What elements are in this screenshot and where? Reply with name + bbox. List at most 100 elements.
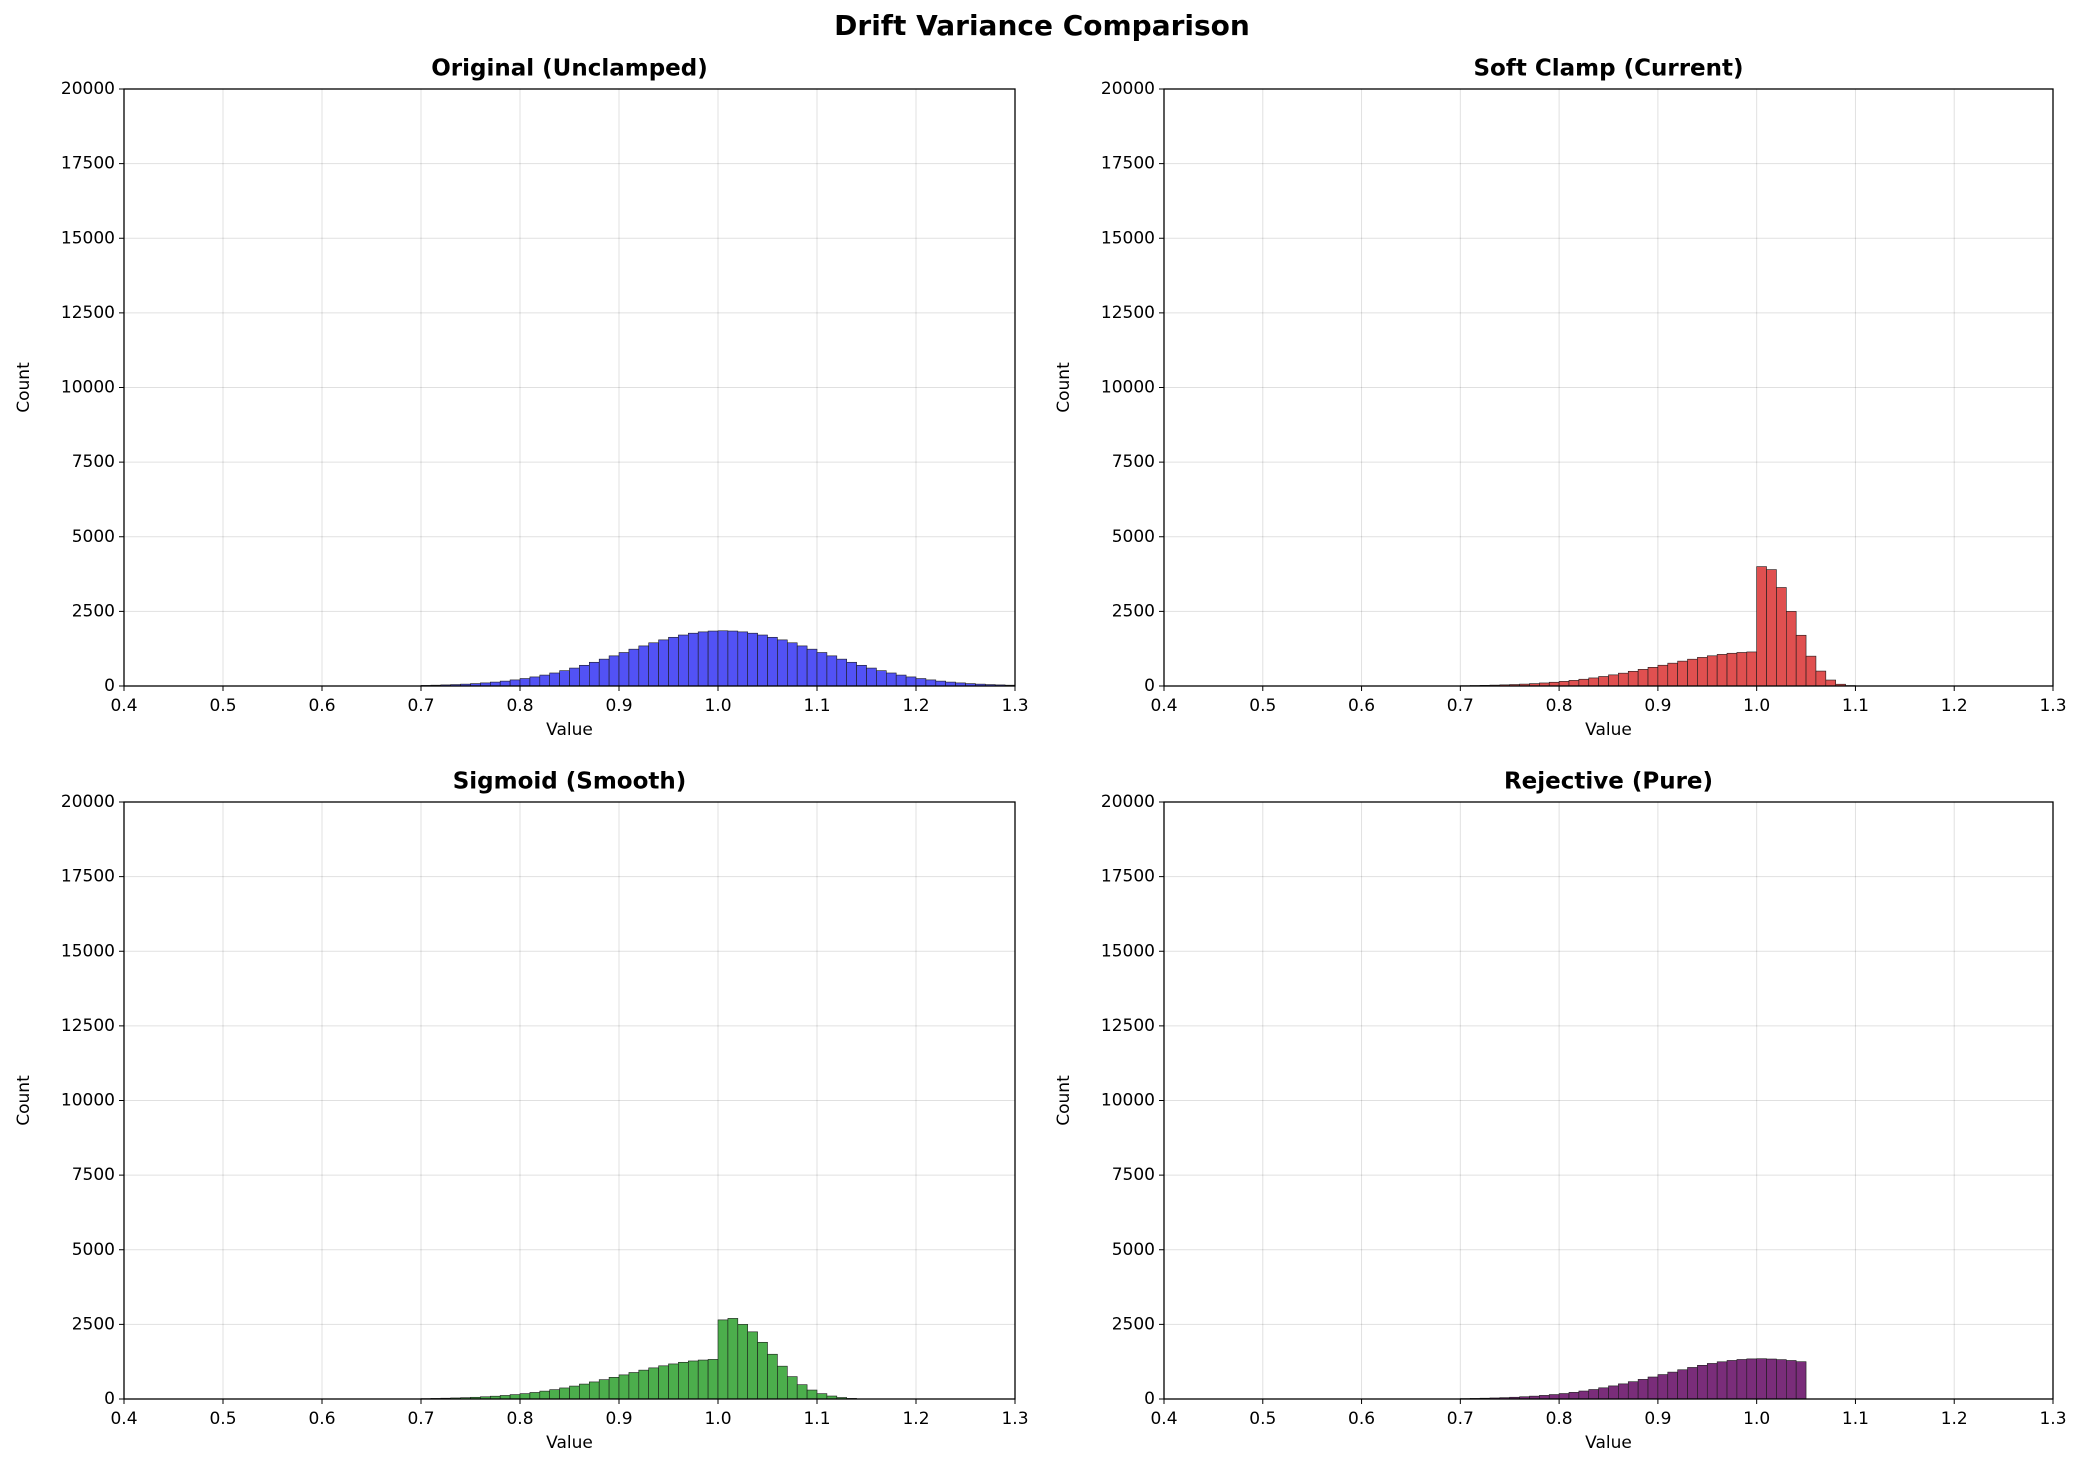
bar <box>826 655 838 687</box>
bar <box>588 1381 600 1400</box>
bar <box>876 670 887 687</box>
x-tick-label: 1.1 <box>1842 696 1869 716</box>
bar <box>549 672 560 687</box>
bar <box>519 678 531 687</box>
bar <box>786 642 798 687</box>
x-tick-label: 0.8 <box>506 696 533 716</box>
bar <box>1548 1394 1560 1400</box>
bar <box>1657 1374 1669 1400</box>
bar <box>767 636 778 687</box>
bar <box>1568 680 1580 687</box>
bar <box>727 1318 739 1400</box>
subplot: 0.4 0.5 0.6 0.7 0.8 0.9 1.0 1.1 1.2 1.3 0 2500 5000 7… <box>14 56 1029 741</box>
bar <box>1736 652 1748 687</box>
x-axis-label: Value <box>546 1433 593 1453</box>
bar <box>707 630 719 687</box>
bar <box>1618 672 1629 687</box>
bar <box>539 1390 550 1400</box>
bar <box>697 1359 709 1400</box>
bar <box>836 658 847 687</box>
bar <box>1716 654 1728 687</box>
bar <box>1805 655 1817 687</box>
bar <box>569 667 580 687</box>
bar <box>1687 658 1698 687</box>
y-tick-label: 5000 <box>1112 527 1155 547</box>
bar <box>1825 679 1836 687</box>
bar <box>658 1365 669 1400</box>
bar <box>628 1372 640 1400</box>
bar <box>1677 660 1688 687</box>
axes-frame <box>123 801 1016 1400</box>
bar <box>539 674 550 687</box>
bar <box>579 664 590 687</box>
bar <box>796 1384 808 1400</box>
x-tick-label: 1.1 <box>803 1409 830 1429</box>
plot-area <box>124 802 1015 1399</box>
bar <box>1687 1367 1698 1400</box>
bar <box>1766 569 1777 687</box>
y-tick-label: 0 <box>104 676 115 696</box>
subplot: 0.4 0.5 0.6 0.7 0.8 0.9 1.0 1.1 1.2 1.3 0 2500 5000 7… <box>1054 769 2067 1454</box>
bar <box>1776 1359 1787 1400</box>
y-tick-label: 2500 <box>72 1314 115 1334</box>
x-tick-label: 0.8 <box>506 1409 533 1429</box>
y-tick-label: 20000 <box>61 79 115 99</box>
bar <box>638 1369 649 1400</box>
y-tick-label: 5000 <box>72 527 115 547</box>
bar <box>519 1393 531 1400</box>
bar <box>608 1376 620 1400</box>
x-tick-label: 0.6 <box>308 1409 335 1429</box>
bar <box>786 1376 798 1400</box>
bar <box>559 670 570 687</box>
y-axis-label: Count <box>14 1075 34 1126</box>
y-tick-label: 2500 <box>72 601 115 621</box>
bar <box>618 1374 630 1400</box>
bar <box>1677 1369 1688 1400</box>
bar <box>856 664 867 687</box>
y-tick-label: 15000 <box>61 228 115 248</box>
axes-frame <box>1163 88 2054 687</box>
y-tick-label: 17500 <box>1101 154 1155 174</box>
x-tick-label: 1.2 <box>1941 696 1968 716</box>
x-tick-label: 0.4 <box>1150 1409 1177 1429</box>
bar <box>846 661 857 687</box>
x-tick-label: 1.3 <box>1001 1409 1028 1429</box>
bar <box>687 632 699 687</box>
x-tick-label: 0.6 <box>308 696 335 716</box>
bar <box>737 631 748 687</box>
bar <box>905 676 917 687</box>
bar <box>1795 634 1807 687</box>
bar <box>1558 681 1570 687</box>
bar <box>1627 670 1639 687</box>
x-tick-label: 0.7 <box>1447 696 1474 716</box>
x-tick-label: 0.4 <box>1150 696 1177 716</box>
bar <box>697 631 709 687</box>
x-tick-label: 1.0 <box>704 696 731 716</box>
bar <box>1608 674 1619 687</box>
bar <box>1627 1381 1639 1400</box>
x-axis-label: Value <box>546 720 593 740</box>
x-tick-label: 0.5 <box>1249 696 1276 716</box>
y-tick-label: 10000 <box>1101 378 1155 398</box>
x-tick-label: 1.0 <box>1743 1409 1770 1429</box>
y-tick-label: 7500 <box>72 1165 115 1185</box>
bar <box>866 667 877 687</box>
subplot-title: Soft Clamp (Current) <box>1473 56 1743 82</box>
bar <box>1815 670 1827 687</box>
bar <box>1568 1392 1580 1400</box>
y-tick-label: 12500 <box>1101 303 1155 323</box>
y-tick-label: 12500 <box>61 303 115 323</box>
x-axis-label: Value <box>1585 1433 1632 1453</box>
x-tick-label: 0.4 <box>110 696 137 716</box>
bar <box>915 678 927 687</box>
y-tick-label: 17500 <box>61 867 115 887</box>
x-tick-label: 0.6 <box>1348 696 1375 716</box>
y-axis-label: Count <box>1054 1075 1074 1126</box>
bar <box>747 632 758 687</box>
bar <box>1756 1358 1767 1400</box>
bar <box>1647 1376 1659 1400</box>
bar <box>1608 1385 1619 1400</box>
y-tick-label: 0 <box>104 1389 115 1409</box>
bar <box>559 1387 570 1400</box>
subplot: 0.4 0.5 0.6 0.7 0.8 0.9 1.0 1.1 1.2 1.3 0 2500 5000 7… <box>1054 56 2067 741</box>
